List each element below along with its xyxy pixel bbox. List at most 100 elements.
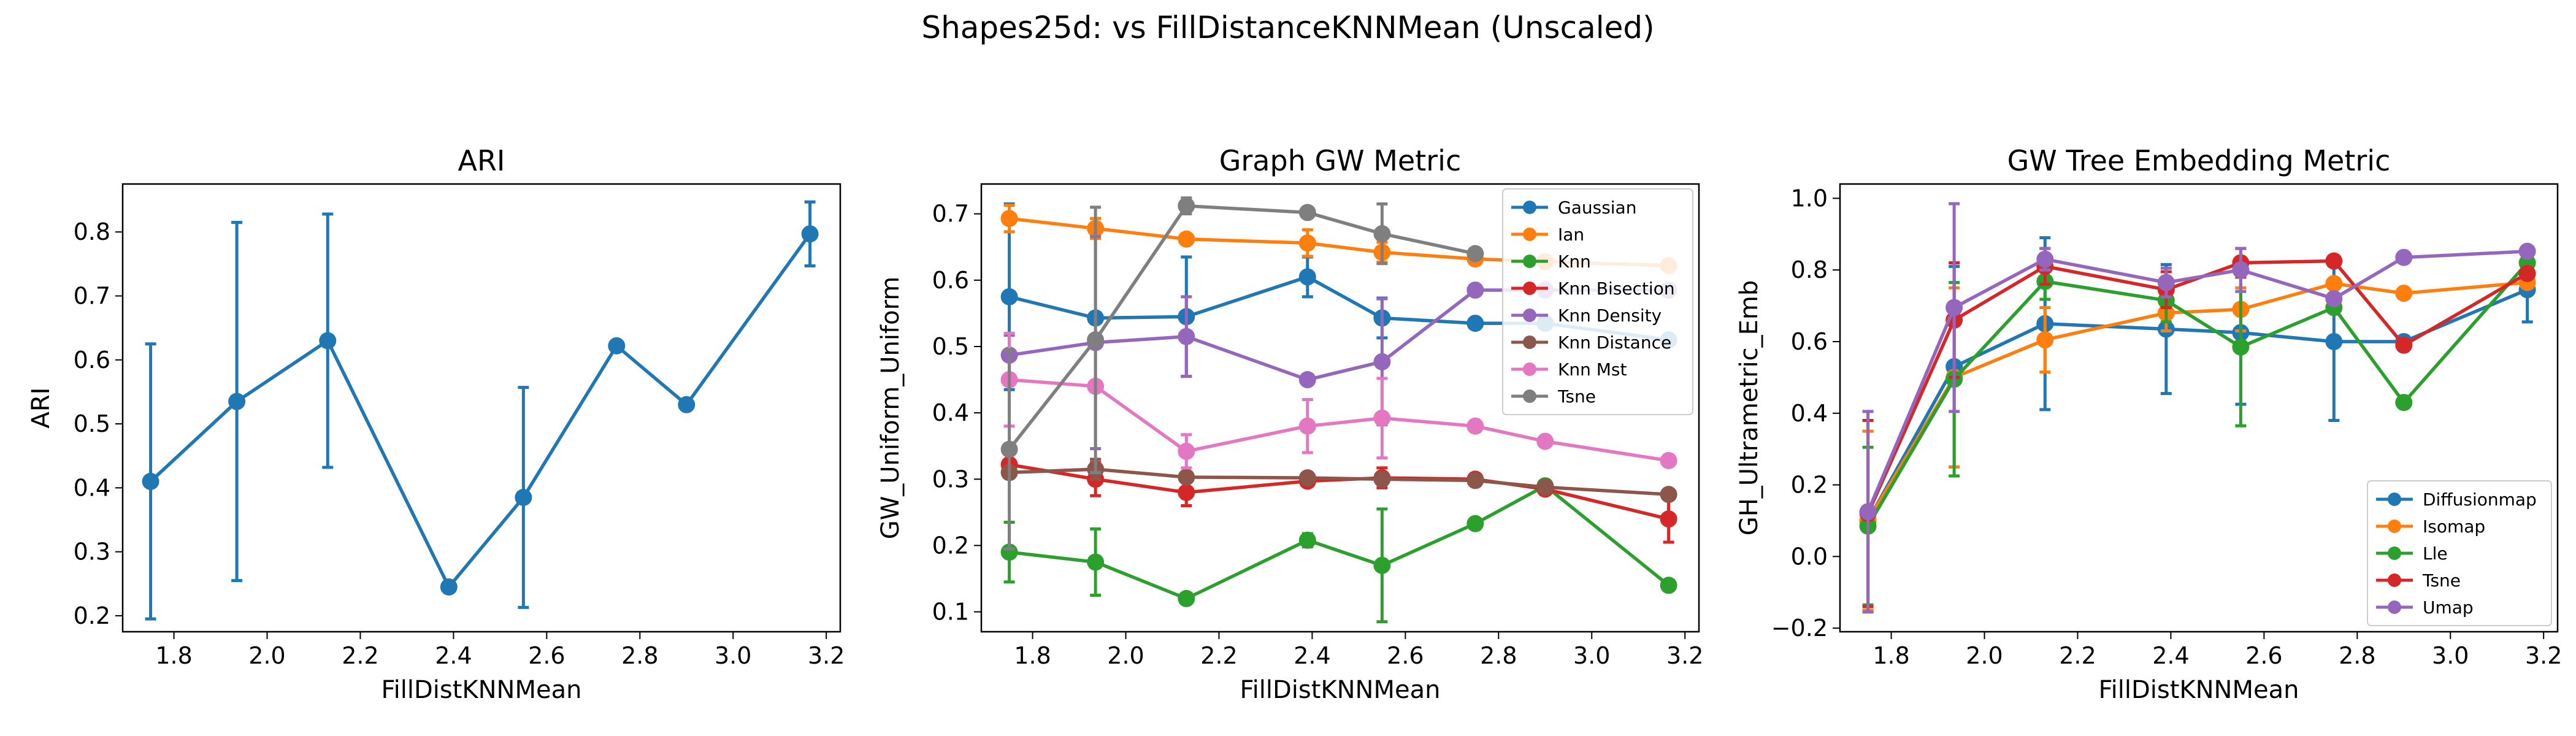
x-tick-label: 2.2 bbox=[2059, 642, 2096, 669]
x-tick-label: 3.0 bbox=[1573, 642, 1610, 669]
series-umap bbox=[1859, 202, 2536, 614]
data-point bbox=[2036, 250, 2054, 268]
data-point bbox=[1373, 225, 1391, 243]
y-tick-label: 0.6 bbox=[932, 267, 969, 294]
y-tick-label: 0.7 bbox=[74, 283, 110, 310]
data-point bbox=[1660, 486, 1677, 504]
legend-label: Isomap bbox=[2423, 516, 2485, 537]
x-tick-label: 3.0 bbox=[715, 642, 751, 669]
y-tick-label: 0.8 bbox=[1791, 256, 1828, 283]
legend-marker bbox=[1523, 201, 1536, 214]
legend-label: Gaussian bbox=[1558, 197, 1636, 218]
data-point bbox=[1536, 478, 1554, 496]
legend-label: Knn Mst bbox=[1558, 359, 1627, 380]
y-tick-label: 0.4 bbox=[1791, 400, 1828, 427]
series-line bbox=[1866, 250, 2528, 513]
series-line bbox=[1009, 378, 1669, 462]
y-axis-label: ARI bbox=[27, 388, 55, 429]
y-tick-label: 1.0 bbox=[1791, 185, 1828, 212]
data-point bbox=[1466, 282, 1484, 299]
legend-item: Lle bbox=[2376, 543, 2448, 564]
chart-title: Graph GW Metric bbox=[1219, 144, 1461, 177]
data-point bbox=[1373, 556, 1391, 574]
x-tick-label: 2.8 bbox=[1480, 642, 1517, 669]
data-point bbox=[1087, 553, 1105, 571]
data-point bbox=[2325, 252, 2343, 270]
series-knn bbox=[1000, 477, 1677, 624]
y-tick-label: 0.3 bbox=[74, 539, 110, 565]
legend-item: Ian bbox=[1511, 224, 1584, 245]
series-line bbox=[1008, 204, 1476, 451]
data-point bbox=[1373, 470, 1391, 488]
legend-label: Umap bbox=[2423, 597, 2474, 618]
x-tick-label: 2.4 bbox=[1294, 642, 1330, 669]
chart-panel-3: GW Tree Embedding Metric 1.8 2.0 2.2 2.4 2.6 2… bbox=[1735, 144, 2562, 704]
legend-item: Diffusionmap bbox=[2376, 489, 2537, 510]
data-point bbox=[1298, 531, 1316, 549]
y-tick-label: 0.5 bbox=[74, 410, 110, 437]
data-point bbox=[2157, 274, 2175, 291]
x-tick-label: 3.2 bbox=[2525, 642, 2562, 669]
chart-panel-2: Graph GW Metric 1.8 2.0 2.2 2.4 2.6 2.8 3.0 3.2 0… bbox=[876, 144, 1703, 704]
x-tick-label: 2.6 bbox=[528, 642, 565, 669]
data-point bbox=[2395, 248, 2413, 266]
data-point bbox=[1298, 234, 1316, 252]
y-tick-label: −0.2 bbox=[1771, 615, 1828, 642]
data-point bbox=[1178, 589, 1195, 607]
data-point bbox=[2518, 242, 2536, 260]
data-point bbox=[1298, 417, 1316, 435]
data-point bbox=[1660, 510, 1677, 528]
series-line bbox=[1009, 467, 1669, 496]
legend-label: Lle bbox=[2423, 543, 2448, 564]
x-tick-label: 2.4 bbox=[2152, 642, 2189, 669]
x-tick-label: 2.6 bbox=[2245, 642, 2282, 669]
x-tick-label: 1.8 bbox=[1873, 642, 1909, 669]
data-point bbox=[440, 578, 458, 596]
legend-marker bbox=[1523, 335, 1536, 349]
y-tick-label: 0.2 bbox=[74, 602, 110, 629]
x-tick-label: 2.0 bbox=[1107, 642, 1144, 669]
x-tick-label: 2.8 bbox=[2339, 642, 2375, 669]
data-point bbox=[1660, 451, 1677, 469]
y-tick-label: 0.5 bbox=[932, 333, 969, 360]
data-point bbox=[1660, 577, 1677, 594]
y-tick-label: 0.6 bbox=[74, 347, 110, 374]
data-point bbox=[1466, 515, 1484, 532]
legend-marker bbox=[1523, 282, 1536, 295]
data-point bbox=[319, 332, 337, 350]
data-point bbox=[1178, 197, 1195, 215]
legend-marker bbox=[1523, 309, 1536, 322]
data-point bbox=[1466, 245, 1484, 263]
legend-label: Knn Distance bbox=[1558, 332, 1671, 353]
panels: ARI 1.8 2.0 2.2 2.4 2.6 2.8 3.0 3.2 0.2 0.3 0.4 0.5 0… bbox=[27, 144, 2562, 704]
chart-title: GW Tree Embedding Metric bbox=[2007, 144, 2391, 177]
data-point bbox=[1000, 288, 1018, 305]
data-point bbox=[1298, 371, 1316, 389]
y-tick-label: 0.4 bbox=[932, 399, 969, 426]
legend-item: Knn Density bbox=[1511, 305, 1662, 326]
chart-title: ARI bbox=[458, 144, 505, 177]
data-point bbox=[1298, 204, 1316, 221]
x-tick-label: 2.8 bbox=[621, 642, 658, 669]
data-point bbox=[1373, 353, 1391, 370]
legend-label: Knn bbox=[1558, 251, 1591, 272]
data-point bbox=[2036, 331, 2054, 349]
data-point bbox=[1466, 315, 1484, 332]
legend-item: Knn bbox=[1511, 251, 1591, 272]
legend: Gaussian Ian Knn Knn Bisection Knn Density Kn… bbox=[1502, 188, 1693, 415]
y-tick-label: 0.0 bbox=[1791, 543, 1828, 570]
x-tick-label: 3.2 bbox=[1666, 642, 1703, 669]
data-point bbox=[2395, 394, 2413, 412]
data-point bbox=[1000, 440, 1018, 458]
data-point bbox=[1298, 469, 1316, 487]
y-axis-label: GH_Ultrametric_Emb bbox=[1735, 280, 1763, 536]
data-point bbox=[2395, 336, 2413, 354]
data-point bbox=[1945, 299, 1963, 316]
legend-label: Knn Density bbox=[1558, 305, 1662, 326]
plot-frame bbox=[121, 183, 841, 633]
data-point bbox=[2325, 289, 2343, 307]
legend-item: Gaussian bbox=[1511, 197, 1636, 218]
legend-box bbox=[2367, 480, 2552, 626]
y-tick-label: 0.2 bbox=[932, 532, 969, 559]
x-tick-label: 2.4 bbox=[435, 642, 472, 669]
